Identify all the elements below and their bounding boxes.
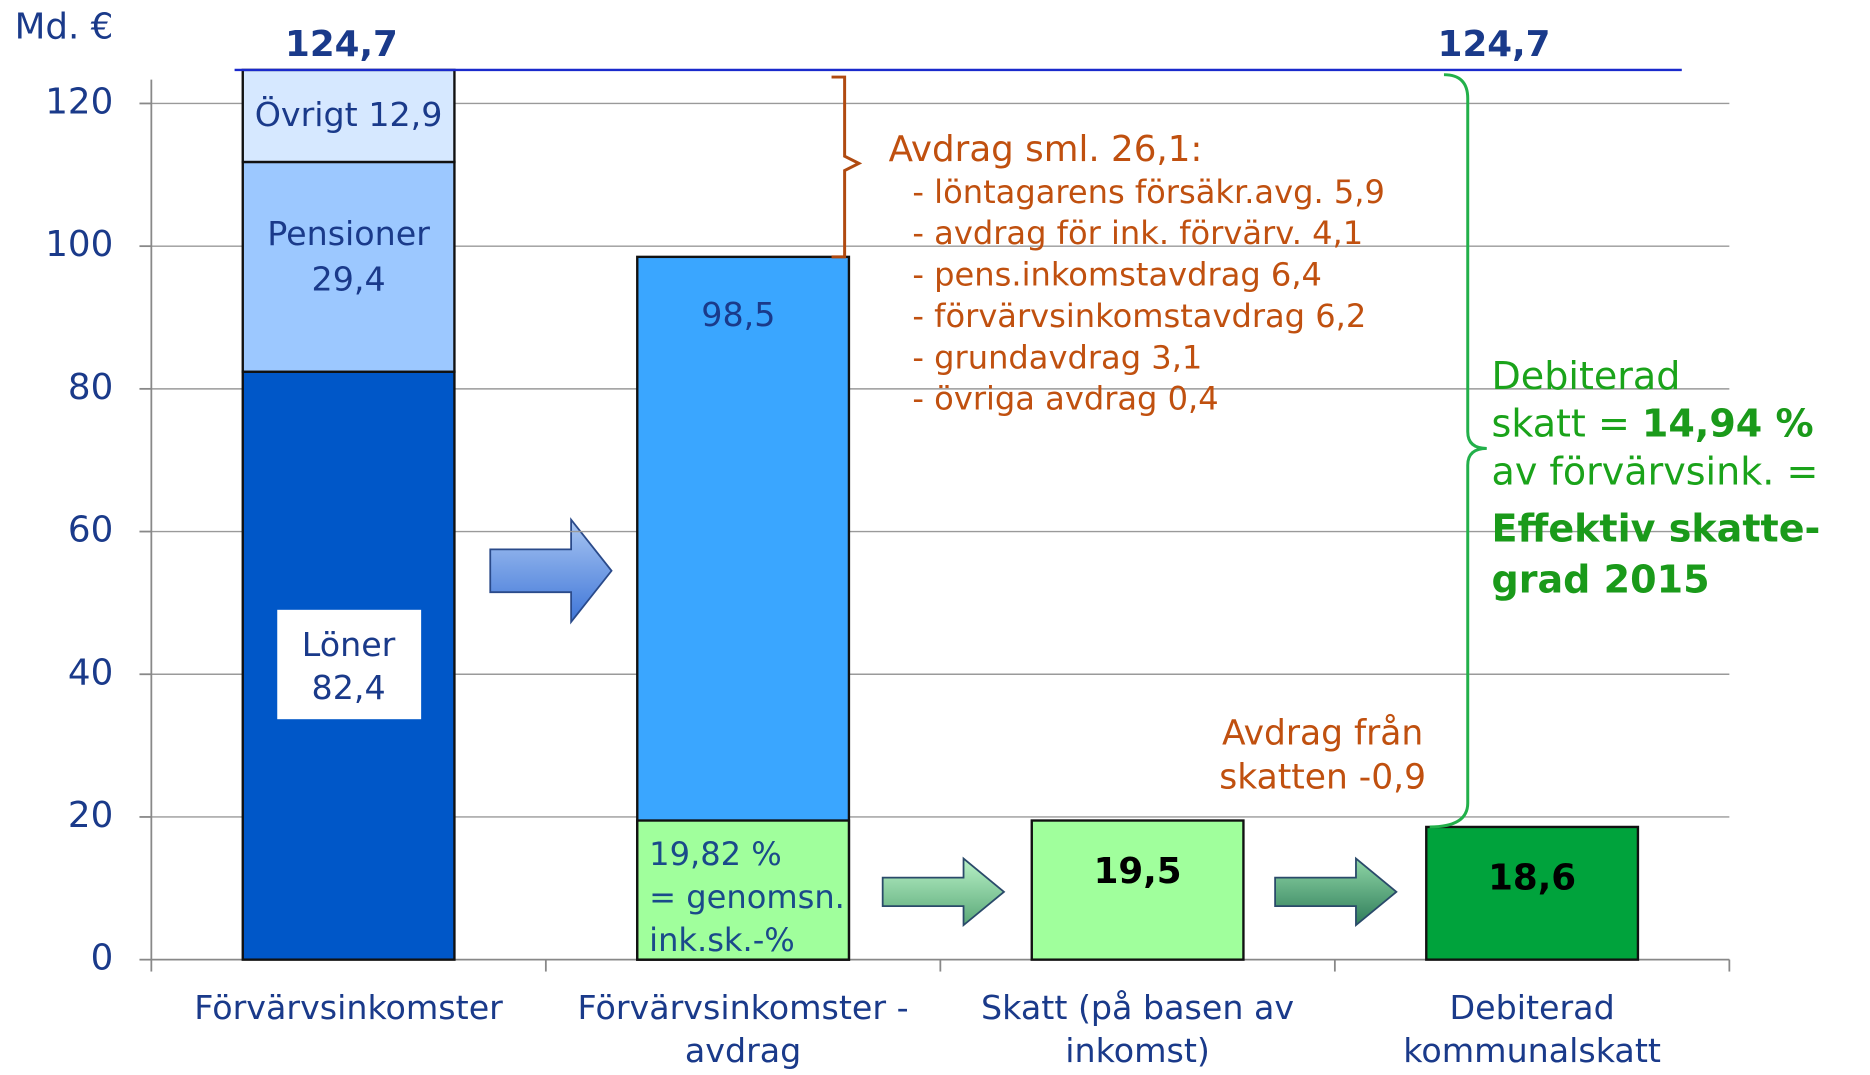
tax-note-text: grad 2015	[1492, 557, 1710, 601]
y-tick-label: 80	[68, 367, 113, 408]
x-tick-label: inkomst)	[1065, 1031, 1210, 1070]
deductions-item: - avdrag för ink. förvärv. 4,1	[912, 214, 1363, 252]
segment-note: ink.sk.-%	[649, 921, 795, 959]
value-label: 19,5	[1094, 851, 1182, 892]
deductions-item: - pens.inkomstavdrag 6,4	[912, 256, 1322, 294]
y-tick-label: 0	[91, 938, 114, 979]
deductions-item: - förvärvsinkomstavdrag 6,2	[912, 297, 1366, 335]
tax-note: Debiterad	[1492, 354, 1681, 398]
tax-note: Effektiv skatte-	[1492, 506, 1821, 550]
deductions-item: - grundavdrag 3,1	[912, 338, 1202, 376]
brace	[831, 75, 863, 259]
tax-note: av förvärvsink. =	[1492, 449, 1819, 493]
x-tick-label: Förvärvsinkomster -	[578, 988, 909, 1027]
segment-note: 19,82 %	[649, 835, 782, 873]
y-tick-label: 120	[45, 81, 113, 122]
y-tick-label: 20	[68, 795, 113, 836]
bar-segment	[1425, 825, 1640, 961]
tax-note-text: Debiterad	[1492, 354, 1681, 398]
tax-note-text: Effektiv skatte-	[1492, 506, 1821, 550]
tax-note: grad 2015	[1492, 557, 1710, 601]
bar-segment	[241, 160, 456, 373]
y-tick-label: 40	[68, 652, 113, 693]
arrow	[881, 856, 1006, 928]
segment-label: Övrigt 12,9	[255, 93, 443, 133]
bar-segment	[1030, 819, 1245, 961]
deductions-item: - löntagarens försäkr.avg. 5,9	[912, 173, 1384, 211]
tax-note-text: skatt =	[1492, 401, 1630, 445]
segment-note: = genomsn.	[649, 878, 845, 916]
deductions-item: - övriga avdrag 0,4	[912, 380, 1218, 418]
unit-label: Md. €	[15, 7, 114, 48]
arrow	[1274, 856, 1398, 928]
value-label: 82,4	[312, 668, 386, 707]
tax-deduction: skatten -0,9	[1219, 757, 1426, 797]
x-tick-label: avdrag	[685, 1031, 801, 1070]
value-label: 98,5	[701, 295, 775, 334]
value-label: 29,4	[312, 259, 386, 298]
total-label: 124,7	[1438, 24, 1551, 65]
x-tick-label: Debiterad	[1449, 988, 1614, 1027]
value-label: 12,9	[368, 94, 442, 133]
tax-deduction: Avdrag från	[1222, 713, 1423, 753]
tax-note-highlight: 14,94 %	[1642, 401, 1814, 445]
deductions-title: Avdrag sml. 26,1:	[889, 129, 1203, 170]
arrow	[489, 517, 613, 625]
tax-note: skatt = 14,94 %	[1492, 401, 1814, 445]
x-tick-label: Skatt (på basen av	[981, 988, 1294, 1027]
bar-segment	[636, 819, 851, 961]
brace	[1429, 73, 1487, 829]
segment-name: Övrigt	[255, 93, 358, 133]
total-label: 124,7	[285, 24, 398, 65]
x-tick-label: Förvärvsinkomster	[194, 988, 503, 1027]
y-tick-label: 100	[45, 224, 113, 265]
value-label: 18,6	[1488, 857, 1576, 898]
y-tick-label: 60	[68, 510, 113, 551]
segment-name: Löner	[302, 625, 396, 664]
tax-note-text: av förvärvsink. =	[1492, 449, 1819, 493]
x-tick-label: kommunalskatt	[1403, 1031, 1661, 1070]
label-box	[277, 609, 422, 720]
segment-name: Pensioner	[267, 214, 430, 253]
